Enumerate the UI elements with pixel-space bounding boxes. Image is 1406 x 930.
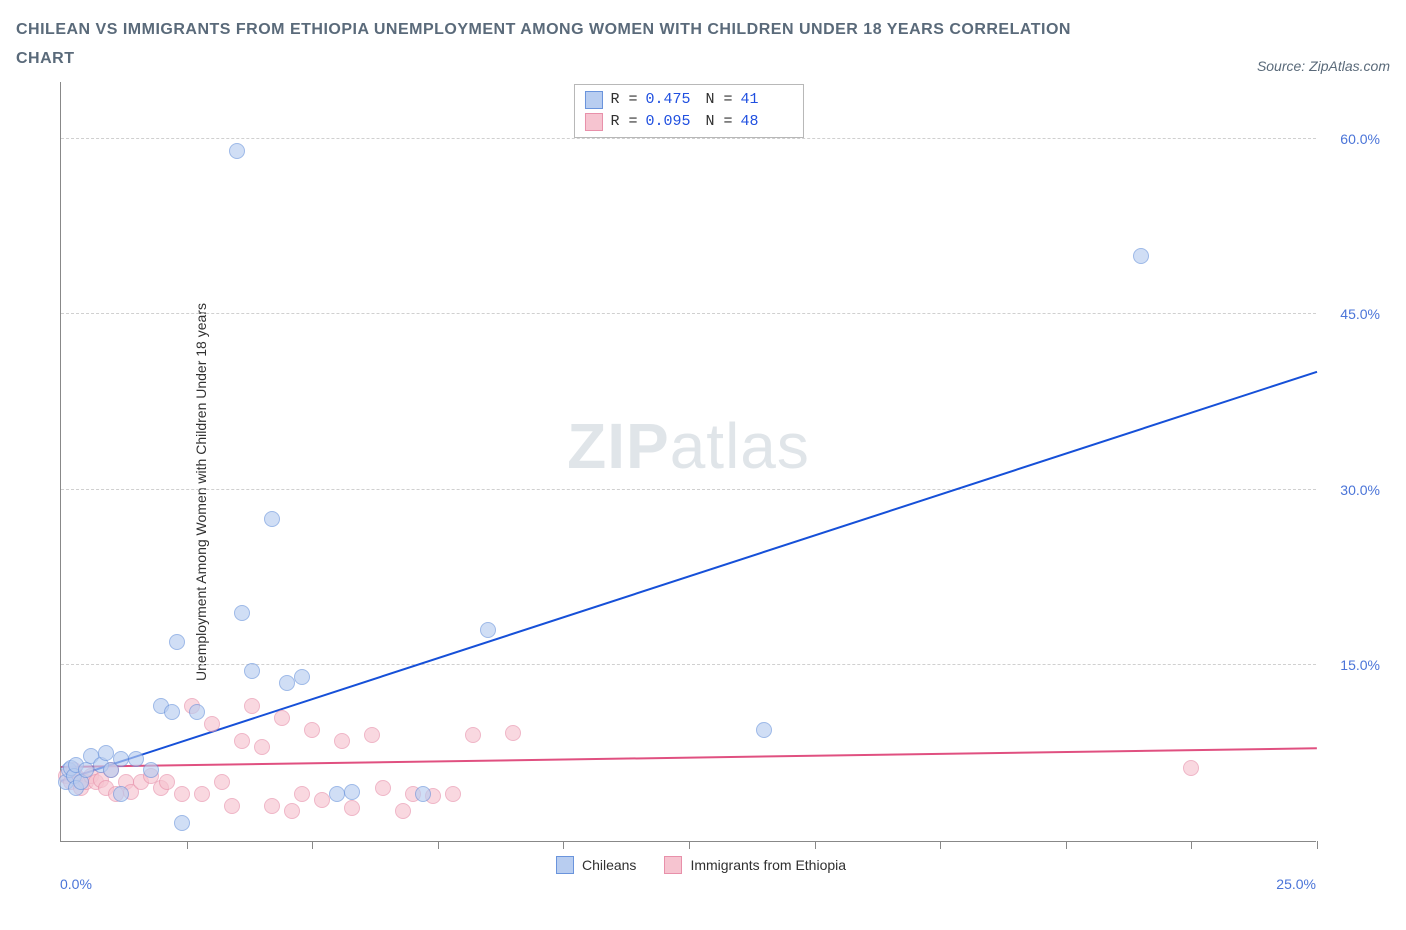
stat-n-label-b: N = [706, 113, 733, 130]
point-a [344, 784, 360, 800]
y-tick-label: 15.0% [1340, 657, 1380, 673]
point-a [294, 669, 310, 685]
legend-label-b: Immigrants from Ethiopia [690, 857, 846, 873]
point-b [375, 780, 391, 796]
gridline [61, 313, 1316, 314]
x-axis-max-label: 25.0% [1276, 876, 1316, 892]
source-label: Source: ZipAtlas.com [1257, 58, 1390, 74]
point-a [244, 663, 260, 679]
x-tick [312, 841, 313, 849]
point-b [445, 786, 461, 802]
point-a [78, 762, 94, 778]
stat-n-value-a: 41 [741, 91, 793, 108]
point-b [395, 803, 411, 819]
point-a [189, 704, 205, 720]
y-tick-label: 30.0% [1340, 482, 1380, 498]
swatch-b [584, 113, 602, 131]
point-b [224, 798, 240, 814]
watermark: ZIPatlas [567, 409, 810, 483]
point-a [415, 786, 431, 802]
legend-item-b: Immigrants from Ethiopia [664, 856, 846, 874]
x-tick [1317, 841, 1318, 849]
point-a [756, 722, 772, 738]
swatch-a [584, 91, 602, 109]
stats-row-a: R = 0.475 N = 41 [584, 89, 792, 111]
point-b [234, 733, 250, 749]
point-b [274, 710, 290, 726]
stat-r-value-b: 0.095 [646, 113, 698, 130]
x-tick [563, 841, 564, 849]
stats-row-b: R = 0.095 N = 48 [584, 111, 792, 133]
stat-n-value-b: 48 [741, 113, 793, 130]
stat-n-label-a: N = [706, 91, 733, 108]
x-tick [1191, 841, 1192, 849]
point-a [264, 511, 280, 527]
stat-r-value-a: 0.475 [646, 91, 698, 108]
point-b [214, 774, 230, 790]
point-b [364, 727, 380, 743]
point-b [465, 727, 481, 743]
legend-swatch-a [556, 856, 574, 874]
point-a [143, 762, 159, 778]
legend-item-a: Chileans [556, 856, 636, 874]
x-tick [689, 841, 690, 849]
x-tick [438, 841, 439, 849]
point-b [505, 725, 521, 741]
stat-r-label-a: R = [610, 91, 637, 108]
point-b [294, 786, 310, 802]
point-a [1133, 248, 1149, 264]
point-a [128, 751, 144, 767]
trend-line [61, 371, 1318, 782]
point-a [234, 605, 250, 621]
point-a [164, 704, 180, 720]
legend: Chileans Immigrants from Ethiopia [16, 856, 1386, 874]
legend-swatch-b [664, 856, 682, 874]
x-tick [187, 841, 188, 849]
x-tick [815, 841, 816, 849]
legend-label-a: Chileans [582, 857, 636, 873]
x-tick [1066, 841, 1067, 849]
point-b [204, 716, 220, 732]
y-tick-label: 45.0% [1340, 306, 1380, 322]
point-a [279, 675, 295, 691]
point-b [254, 739, 270, 755]
point-b [304, 722, 320, 738]
point-a [174, 815, 190, 831]
plot-area: ZIPatlas R = 0.475 N = 41 R = 0.095 N = … [60, 82, 1316, 842]
point-b [174, 786, 190, 802]
point-b [159, 774, 175, 790]
point-a [480, 622, 496, 638]
chart-container: Unemployment Among Women with Children U… [16, 82, 1386, 902]
stats-box: R = 0.475 N = 41 R = 0.095 N = 48 [573, 84, 803, 138]
point-a [113, 786, 129, 802]
x-tick [940, 841, 941, 849]
point-b [284, 803, 300, 819]
watermark-bold: ZIP [567, 410, 670, 482]
point-a [113, 751, 129, 767]
point-b [314, 792, 330, 808]
point-b [264, 798, 280, 814]
point-b [344, 800, 360, 816]
point-a [329, 786, 345, 802]
gridline [61, 138, 1316, 139]
y-tick-label: 60.0% [1340, 131, 1380, 147]
point-a [169, 634, 185, 650]
point-b [244, 698, 260, 714]
point-b [1183, 760, 1199, 776]
point-b [334, 733, 350, 749]
chart-title: CHILEAN VS IMMIGRANTS FROM ETHIOPIA UNEM… [16, 16, 1116, 74]
point-a [98, 745, 114, 761]
gridline [61, 489, 1316, 490]
watermark-light: atlas [670, 410, 810, 482]
trend-line [61, 747, 1317, 768]
point-a [229, 143, 245, 159]
stat-r-label-b: R = [610, 113, 637, 130]
x-axis-min-label: 0.0% [60, 876, 92, 892]
point-b [194, 786, 210, 802]
